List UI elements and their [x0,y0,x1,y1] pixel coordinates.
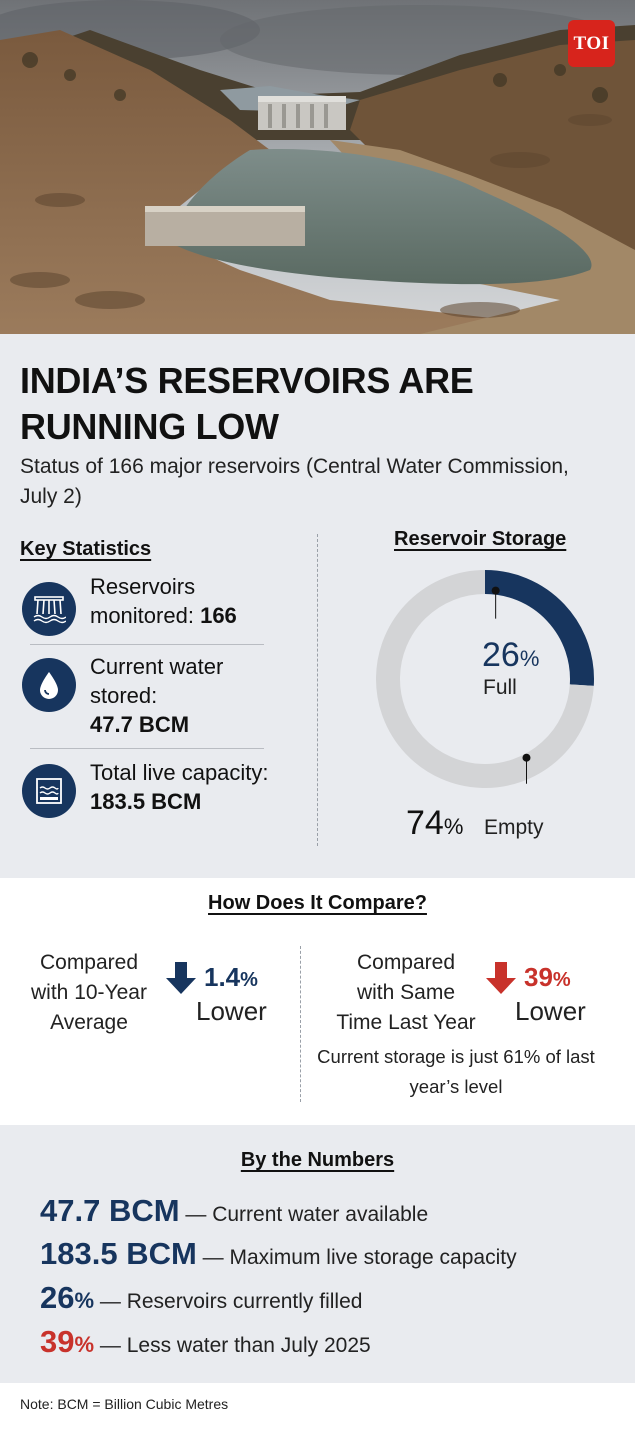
compare-10yr-number: 1.4 [204,962,241,992]
stat-label: Current water stored: [90,654,224,708]
empty-percent: 74% [406,804,463,843]
number-row: 26% — Reservoirs currently filled [40,1280,362,1316]
empty-label: Empty [484,816,544,839]
full-value: 26 [482,636,520,674]
compare-last-year-direction: Lower [515,996,586,1026]
by-the-numbers-heading: By the Numbers [240,1149,395,1171]
number-text: — Maximum live storage capacity [196,1246,517,1269]
stat-value: 47.7 BCM [90,712,190,737]
compare-last-year-label: Compared with Same Time Last Year [336,951,476,1034]
donut-slice-empty [376,570,594,788]
key-statistics-heading: Key Statistics [20,538,152,560]
number-row: 47.7 BCM — Current water available [40,1193,428,1229]
compare-note: Current storage is just 61% of last year… [317,1046,595,1097]
percent-sign: % [519,646,540,671]
compare-last-year-value: 39% [524,962,571,993]
storage-donut-chart [376,570,594,788]
donut-slice-full [484,570,594,686]
section-divider [300,946,301,1102]
stat-total-live-capacity: Total live capacity: 183.5 BCM [22,760,272,854]
number-text: — Reservoirs currently filled [94,1290,363,1313]
full-percent: 26% [482,636,539,675]
number-row: 39% — Less water than July 2025 [40,1324,371,1360]
number-row: 183.5 BCM — Maximum live storage capacit… [40,1236,517,1272]
stat-label: Reservoirs monitored: [90,574,196,628]
comparison-heading: How Does It Compare? [208,892,427,914]
number-value: 47.7 BCM [40,1193,180,1228]
compare-10yr-unit: % [240,969,258,991]
page-subtitle: Status of 166 major reservoirs (Central … [20,455,569,508]
percent-sign: % [443,814,464,839]
footnote: Note: BCM = Billion Cubic Metres [20,1396,229,1412]
section-divider [317,534,318,846]
number-text: — Current water available [179,1203,429,1226]
compare-10yr-value: 1.4% [204,962,258,993]
empty-leader-marker [522,753,531,784]
down-arrow-icon [486,962,516,994]
reservoir-storage-heading: Reservoir Storage [394,528,567,550]
number-value: 183.5 BCM [40,1236,197,1271]
stat-label: Total live capacity: [90,760,269,785]
stat-current-water-stored: Current water stored: 47.7 BCM [22,654,272,748]
number-text: — Less water than July 2025 [94,1334,371,1357]
number-unit: % [74,1288,95,1313]
stat-value: 183.5 BCM [90,789,202,814]
compare-last-year-unit: % [552,969,571,991]
number-value: 26 [40,1280,75,1315]
reservoir-tank-icon [22,764,76,818]
toi-logo[interactable]: TOI [568,20,615,67]
page-title: INDIA’S RESERVOIRS ARE RUNNING LOW [20,360,474,447]
compare-10yr-label: Compared with 10-Year Average [31,951,147,1034]
number-unit: % [74,1332,95,1357]
water-drop-icon [22,658,76,712]
summary-panel: INDIA’S RESERVOIRS ARE RUNNING LOW Statu… [0,334,635,878]
divider [30,644,264,645]
dam-icon [22,582,76,636]
number-value: 39 [40,1324,75,1359]
full-label: Full [483,676,517,699]
stat-reservoirs-monitored: Reservoirs monitored: 166 [22,574,272,648]
empty-value: 74 [406,804,444,842]
by-the-numbers-section: By the Numbers 47.7 BCM — Current water … [0,1125,635,1383]
compare-last-year-number: 39 [524,962,553,992]
compare-10yr-direction: Lower [196,996,267,1026]
hero-reservoir-photo: TOI [0,0,635,334]
down-arrow-icon [166,962,196,994]
stat-value: 166 [200,603,237,628]
full-leader-marker [491,586,500,619]
divider [30,748,264,749]
comparison-section: How Does It Compare? Compared with 10-Ye… [0,878,635,1125]
